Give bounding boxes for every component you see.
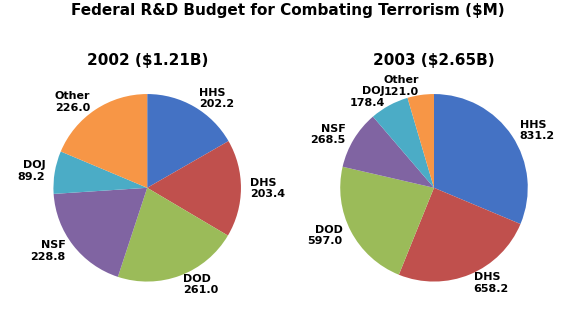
Wedge shape xyxy=(53,188,147,277)
Wedge shape xyxy=(147,94,228,188)
Text: Other
226.0: Other 226.0 xyxy=(55,91,90,113)
Title: 2003 ($2.65B): 2003 ($2.65B) xyxy=(373,53,495,68)
Wedge shape xyxy=(399,188,520,282)
Text: HHS
831.2: HHS 831.2 xyxy=(520,120,555,141)
Text: DHS
203.4: DHS 203.4 xyxy=(250,178,285,199)
Text: DOJ
89.2: DOJ 89.2 xyxy=(18,160,45,181)
Text: HHS
202.2: HHS 202.2 xyxy=(199,88,234,109)
Text: NSF
228.8: NSF 228.8 xyxy=(30,240,66,262)
Wedge shape xyxy=(53,151,147,194)
Text: DHS
658.2: DHS 658.2 xyxy=(474,272,509,294)
Wedge shape xyxy=(343,116,434,188)
Text: DOD
261.0: DOD 261.0 xyxy=(183,274,218,295)
Wedge shape xyxy=(434,94,528,224)
Title: 2002 ($1.21B): 2002 ($1.21B) xyxy=(86,53,208,68)
Text: NSF
268.5: NSF 268.5 xyxy=(310,124,346,145)
Wedge shape xyxy=(340,167,434,275)
Text: Other
121.0: Other 121.0 xyxy=(384,75,419,97)
Wedge shape xyxy=(118,188,228,282)
Wedge shape xyxy=(61,94,147,188)
Wedge shape xyxy=(373,98,434,188)
Wedge shape xyxy=(147,141,241,236)
Text: DOD
597.0: DOD 597.0 xyxy=(308,225,343,246)
Text: Federal R&D Budget for Combating Terrorism ($M): Federal R&D Budget for Combating Terrori… xyxy=(71,3,504,18)
Wedge shape xyxy=(408,94,434,188)
Text: DOJ
178.4: DOJ 178.4 xyxy=(350,86,385,108)
